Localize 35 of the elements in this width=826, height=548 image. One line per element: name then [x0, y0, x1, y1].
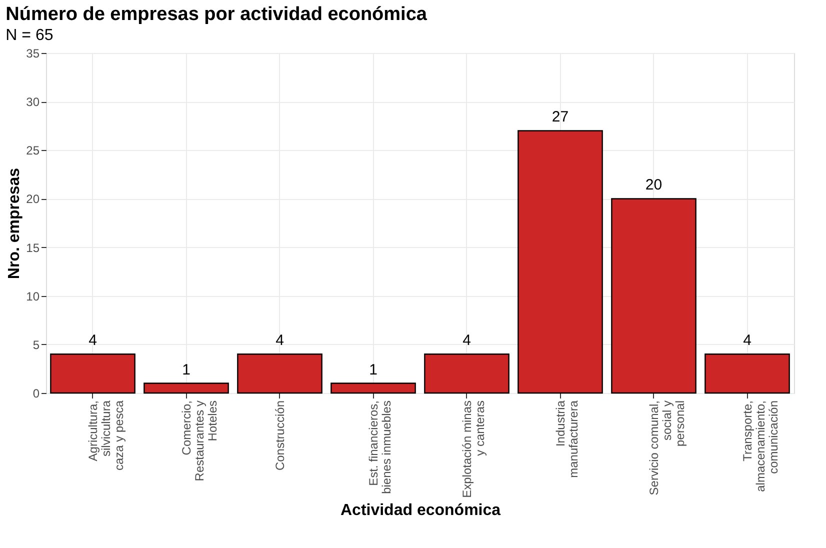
data-label: 27: [552, 108, 569, 126]
bar: [144, 382, 229, 394]
y-axis-title: Nro. empresas: [6, 168, 24, 280]
y-tick-label: 5: [32, 338, 40, 352]
y-tick-label: 15: [26, 240, 40, 255]
bar: [611, 198, 696, 394]
bar: [237, 354, 322, 394]
data-label: 20: [645, 176, 662, 194]
data-label: 4: [88, 332, 97, 350]
y-tick-label: 25: [26, 144, 40, 158]
data-label: 1: [182, 361, 190, 378]
bar: [518, 130, 603, 394]
data-label: 4: [743, 332, 752, 350]
y-tick-label: 30: [26, 95, 40, 110]
chart-subtitle: N = 65: [6, 27, 54, 44]
x-tick-label: Industria manufacturera: [553, 400, 580, 478]
x-tick-label: Explotación minas y canteras: [460, 400, 487, 498]
y-tick-label: 35: [26, 46, 40, 60]
y-tick-label: 20: [26, 192, 40, 206]
y-tick-label: 0: [32, 386, 40, 400]
bar: [424, 354, 510, 394]
data-label: 4: [276, 332, 284, 350]
bar: [704, 354, 790, 394]
x-tick-label: Construcción: [272, 400, 287, 471]
y-tick-label: 10: [26, 289, 40, 304]
bar: [50, 354, 136, 394]
bar: [330, 382, 416, 394]
data-label: 1: [369, 361, 378, 378]
x-axis-title: Actividad económica: [340, 502, 501, 519]
data-label: 4: [462, 332, 471, 350]
x-tick-label: Agricultura, silvicultura caza y pesca: [86, 400, 126, 471]
x-tick-label: Est. financieros, bienes inmuebles: [366, 400, 394, 494]
x-tick-label: Servicio comunal, social y personal: [646, 400, 687, 496]
x-tick-label: Comercio, Restaurantes y Hoteles: [179, 400, 220, 482]
chart-title: Número de empresas por actividad económica: [6, 4, 428, 25]
